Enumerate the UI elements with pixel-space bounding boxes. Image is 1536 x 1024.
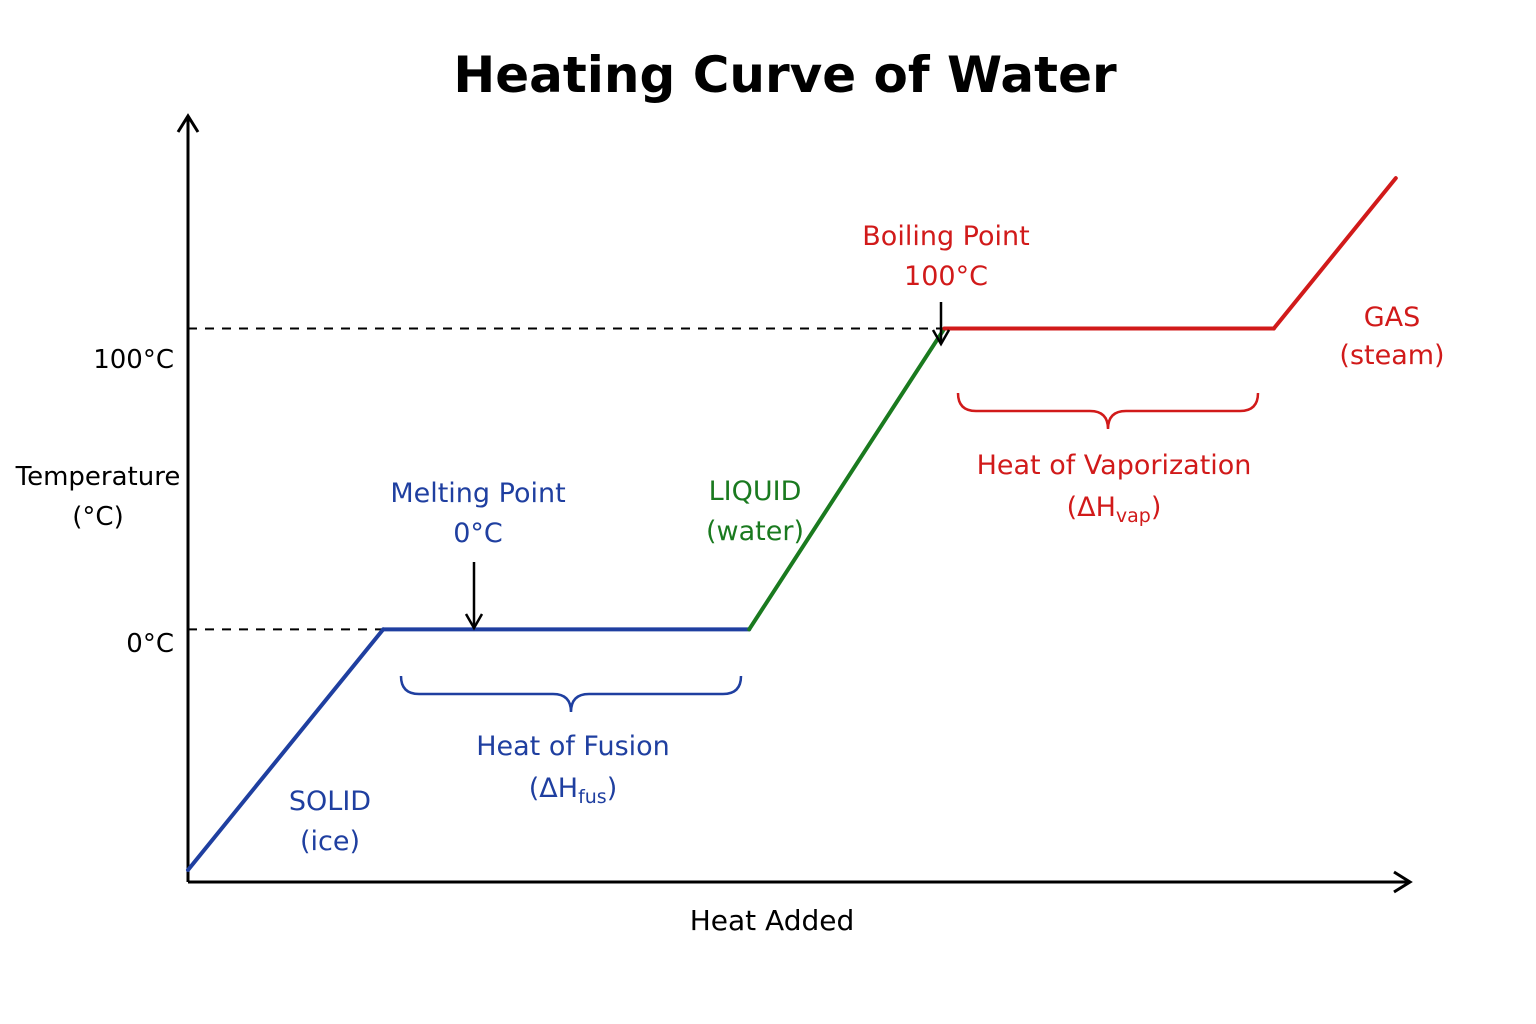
gas-sublabel: (steam) [1339,340,1444,371]
axes [176,113,1413,894]
curve-segments [186,176,1398,872]
boiling-point-arrow-icon [931,302,951,347]
heat-of-fusion-symbol: (ΔHfus) [529,773,618,808]
heat-of-vaporization-label: Heat of Vaporization [977,450,1252,481]
boiling-point-value: 100°C [904,261,988,292]
chart-title: Heating Curve of Water [453,46,1117,104]
liquid-sublabel: (water) [706,516,804,547]
x-axis-label: Heat Added [690,904,855,937]
curve-segment-liquid-2 [747,326,947,632]
heat-of-fusion-label: Heat of Fusion [476,731,670,762]
y-axis-label-line2: (°C) [72,502,123,532]
curve-segment-gas-4 [1271,176,1398,331]
heat-of-fusion-brace-icon [399,675,743,713]
y-tick-label-0: 0°C [126,629,174,659]
liquid-label: LIQUID [709,476,802,507]
curve-segment-solid-0 [186,627,386,872]
boiling-point-label: Boiling Point [862,221,1029,252]
melting-point-label: Melting Point [390,478,565,509]
y-axis-arrow-icon [176,113,200,133]
y-tick-label-100: 100°C [93,345,174,375]
y-axis-label-line1: Temperature [15,462,181,492]
heat-of-vaporization-symbol: (ΔHvap) [1067,492,1162,527]
melting-point-value: 0°C [453,518,503,549]
gas-label: GAS [1364,302,1421,333]
heat-of-vaporization-brace-icon [956,392,1260,430]
solid-label: SOLID [289,786,371,817]
solid-sublabel: (ice) [300,826,360,857]
melting-point-arrow-icon [464,562,484,631]
x-axis-arrow-icon [1393,870,1413,894]
